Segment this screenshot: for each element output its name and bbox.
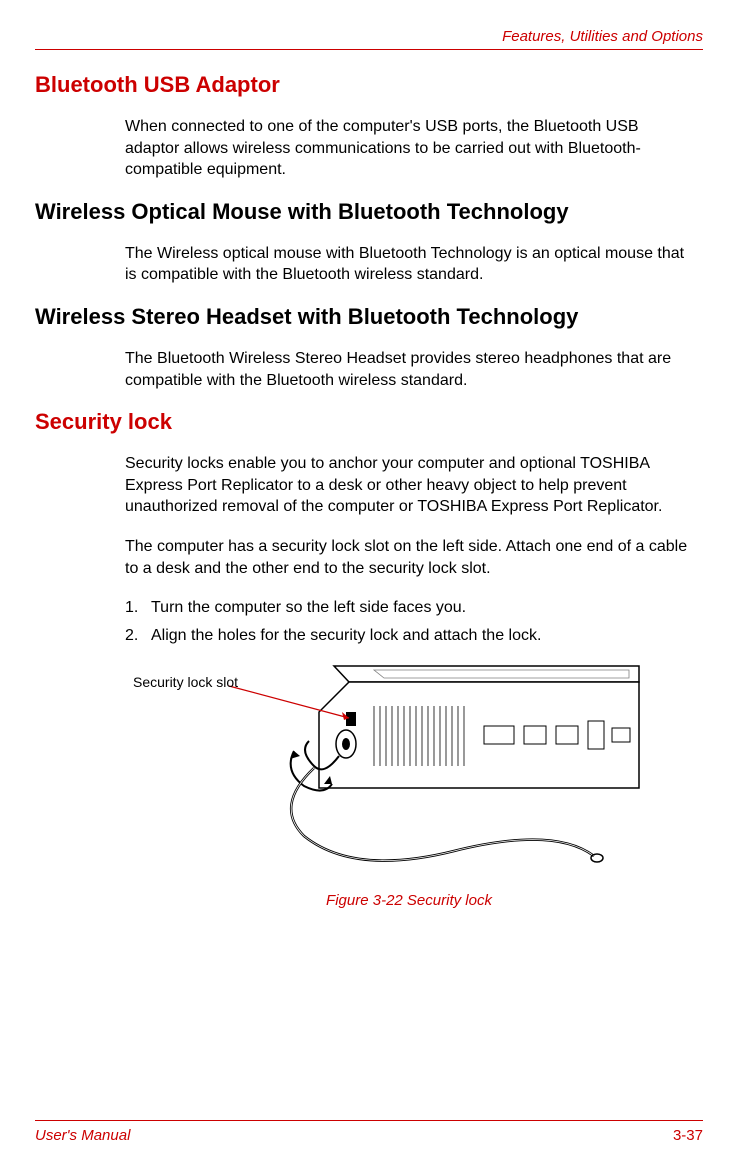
security-lock-illustration xyxy=(174,656,644,876)
list-text: Align the holes for the security lock an… xyxy=(151,625,541,647)
paragraph: Security locks enable you to anchor your… xyxy=(125,453,693,518)
list-item: 1. Turn the computer so the left side fa… xyxy=(125,597,693,619)
list-text: Turn the computer so the left side faces… xyxy=(151,597,466,619)
footer-page-number: 3-37 xyxy=(673,1127,703,1144)
page-footer: User's Manual 3-37 xyxy=(35,1120,703,1144)
section-bluetooth-usb: Bluetooth USB Adaptor When connected to … xyxy=(35,72,703,181)
paragraph: The Bluetooth Wireless Stereo Headset pr… xyxy=(125,348,693,391)
figure-callout-label: Security lock slot xyxy=(133,674,238,690)
figure-security-lock: Security lock slot xyxy=(125,656,693,909)
list-number: 2. xyxy=(125,625,151,647)
heading-bluetooth-usb: Bluetooth USB Adaptor xyxy=(35,72,703,98)
heading-wireless-headset: Wireless Stereo Headset with Bluetooth T… xyxy=(35,304,703,330)
paragraph: The computer has a security lock slot on… xyxy=(125,536,693,579)
heading-wireless-mouse: Wireless Optical Mouse with Bluetooth Te… xyxy=(35,199,703,225)
paragraph: The Wireless optical mouse with Bluetoot… xyxy=(125,243,693,286)
section-wireless-mouse: Wireless Optical Mouse with Bluetooth Te… xyxy=(35,199,703,286)
chapter-title: Features, Utilities and Options xyxy=(502,28,703,45)
footer-manual-title: User's Manual xyxy=(35,1127,130,1144)
list-number: 1. xyxy=(125,597,151,619)
page-header: Features, Utilities and Options xyxy=(35,28,703,50)
section-wireless-headset: Wireless Stereo Headset with Bluetooth T… xyxy=(35,304,703,391)
section-security-lock: Security lock Security locks enable you … xyxy=(35,409,703,909)
heading-security-lock: Security lock xyxy=(35,409,703,435)
paragraph: When connected to one of the computer's … xyxy=(125,116,693,181)
list-item: 2. Align the holes for the security lock… xyxy=(125,625,693,647)
figure-caption: Figure 3-22 Security lock xyxy=(125,892,693,909)
